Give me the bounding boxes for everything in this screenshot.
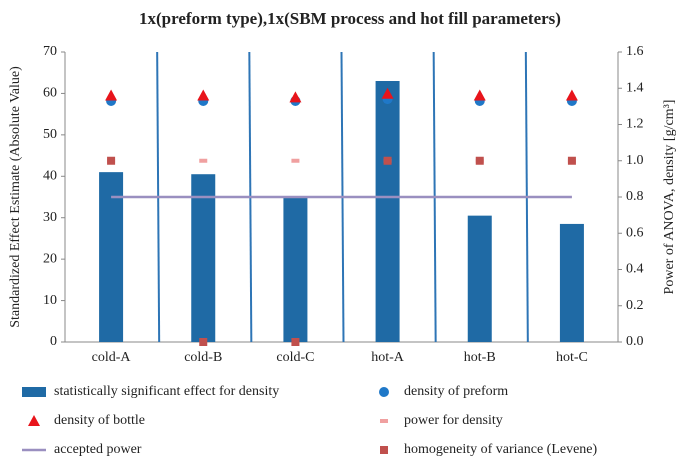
point — [291, 338, 300, 346]
y2-tick-label: 1.4 — [626, 80, 644, 95]
legend-label: accepted power — [54, 442, 142, 457]
y2-tick-label: 0.0 — [626, 334, 644, 349]
bar — [191, 174, 216, 342]
x-tick-label: cold-C — [276, 350, 314, 365]
x-tick-label: cold-A — [92, 350, 132, 365]
point — [289, 91, 302, 103]
bar — [375, 81, 400, 342]
x-tick-label: cold-B — [184, 350, 222, 365]
x-tick-label: hot-B — [464, 350, 496, 365]
bar — [559, 223, 584, 342]
y2-tick-label: 0.8 — [626, 189, 644, 204]
y2-axis-label: Power of ANOVA, density [g/cm³] — [662, 100, 677, 295]
legend-label: power for density — [404, 413, 503, 428]
bar — [99, 172, 124, 342]
point — [383, 156, 392, 165]
legend-swatch — [28, 415, 40, 426]
y-tick-label: 40 — [43, 169, 57, 184]
point — [199, 338, 208, 346]
legend-swatch — [22, 387, 46, 397]
legend-label: homogeneity of variance (Levene) — [404, 442, 598, 457]
y2-tick-label: 0.2 — [626, 298, 644, 313]
y-tick-label: 70 — [43, 44, 57, 59]
y2-tick-label: 1.6 — [626, 44, 644, 59]
legend-swatch — [380, 419, 388, 423]
y-tick-label: 30 — [43, 210, 57, 225]
point — [565, 89, 578, 101]
bar — [467, 215, 492, 342]
legend-swatch — [379, 387, 389, 397]
point — [473, 89, 486, 101]
x-tick-label: hot-C — [556, 350, 588, 365]
y2-tick-label: 1.0 — [626, 153, 644, 168]
y-tick-label: 60 — [43, 86, 57, 101]
point — [197, 89, 210, 101]
point — [107, 156, 116, 165]
y-tick-label: 10 — [43, 293, 57, 308]
legend-label: density of preform — [404, 384, 508, 399]
point — [567, 156, 576, 165]
x-tick-label: hot-A — [371, 350, 405, 365]
point — [381, 87, 394, 99]
y2-tick-label: 0.4 — [626, 262, 644, 277]
bar — [283, 197, 308, 342]
y-tick-label: 50 — [43, 127, 57, 142]
legend-swatch — [380, 446, 388, 454]
y-tick-label: 0 — [50, 334, 57, 349]
legend-label: density of bottle — [54, 413, 145, 428]
point — [291, 158, 300, 163]
y-tick-label: 20 — [43, 251, 57, 266]
y-axis-label: Standardized Effect Estimate (Absolute V… — [8, 66, 23, 328]
point — [199, 158, 208, 163]
chart-title: 1x(preform type),1x(SBM process and hot … — [139, 9, 561, 28]
legend-label: statistically significant effect for den… — [54, 384, 279, 399]
point — [105, 89, 118, 101]
y2-tick-label: 0.6 — [626, 225, 644, 240]
y2-tick-label: 1.2 — [626, 117, 644, 132]
point — [475, 156, 484, 165]
